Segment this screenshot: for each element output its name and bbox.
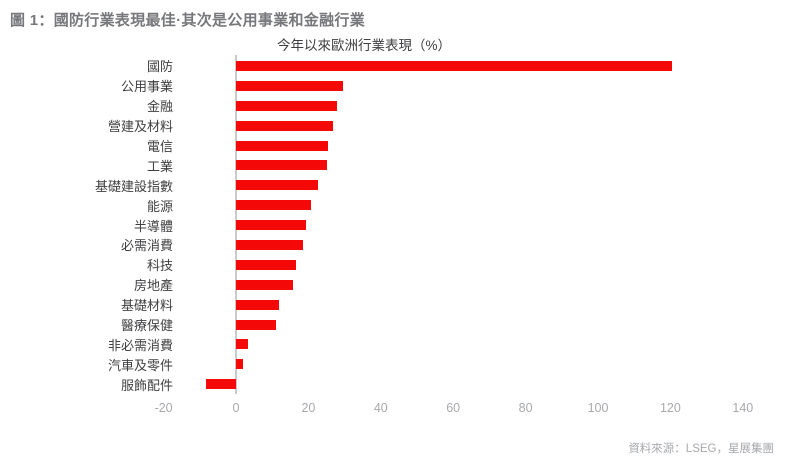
x-tick-label: 60: [446, 401, 461, 416]
category-label: 科技: [146, 258, 173, 274]
x-tick-label: 140: [732, 401, 754, 416]
bar-track: [173, 295, 778, 315]
bar: [236, 100, 337, 111]
bar-track: [173, 76, 778, 96]
bar-track: [173, 215, 778, 235]
category-label: 營建及材料: [107, 119, 173, 135]
chart-title: 今年以來歐洲行業表現（%）: [276, 38, 451, 53]
category-label: 汽車及零件: [107, 357, 173, 373]
chart-row: 基礎建設指數: [10, 175, 778, 195]
chart-row: 基礎材料: [10, 295, 778, 315]
bar-chart: 今年以來歐洲行業表現（%） 國防公用事業金融營建及材料電信工業基礎建設指數能源半…: [10, 37, 778, 417]
chart-row: 能源: [10, 195, 778, 215]
bar-track: [173, 96, 778, 116]
figure-title: 圖 1：國防行業表現最佳·其次是公用事業和金融行業: [10, 12, 366, 29]
bar-track: [173, 315, 778, 335]
category-label: 醫療保健: [120, 318, 173, 334]
bar: [236, 180, 318, 191]
bar-track: [173, 255, 778, 275]
bar: [236, 259, 297, 270]
bar: [236, 200, 311, 211]
chart-row: 科技: [10, 255, 778, 275]
chart-row: 汽車及零件: [10, 354, 778, 374]
x-axis: -20 0 20 40 60 80 100 120 140: [155, 401, 778, 417]
chart-row: 房地產: [10, 275, 778, 295]
x-tick-label: 100: [587, 401, 609, 416]
bar-track: [173, 235, 778, 255]
bar-track: [173, 175, 778, 195]
source-note: 資料來源：LSEG，星展集團: [628, 443, 774, 455]
chart-row: 醫療保健: [10, 315, 778, 335]
bar-track: [173, 116, 778, 136]
bar: [236, 279, 294, 290]
category-label: 工業: [146, 158, 173, 174]
x-tick-label: 20: [301, 401, 316, 416]
bar: [236, 239, 304, 250]
plot-area: 國防公用事業金融營建及材料電信工業基礎建設指數能源半導體必需消費科技房地產基礎材…: [10, 55, 778, 395]
x-tick-label: -20: [154, 401, 173, 416]
bar-track: [173, 354, 778, 374]
bar: [236, 339, 249, 350]
x-tick-label: 0: [232, 401, 240, 416]
bar: [236, 60, 673, 71]
bar-track: [173, 195, 778, 215]
chart-row: 營建及材料: [10, 116, 778, 136]
bar: [236, 160, 327, 171]
category-label: 半導體: [133, 218, 173, 234]
category-label: 國防: [146, 59, 173, 75]
category-label: 必需消費: [120, 238, 173, 254]
category-label: 非必需消費: [107, 337, 173, 353]
bar-track: [173, 334, 778, 354]
x-tick-label: 40: [373, 401, 388, 416]
x-tick-label: 120: [659, 401, 681, 416]
category-label: 基礎建設指數: [94, 178, 173, 194]
x-tick-label: 80: [518, 401, 533, 416]
category-label: 房地產: [133, 278, 173, 294]
bar: [236, 120, 334, 131]
bar: [206, 379, 236, 390]
bar: [236, 319, 276, 330]
chart-row: 非必需消費: [10, 334, 778, 354]
category-label: 能源: [146, 198, 173, 214]
category-label: 基礎材料: [120, 298, 173, 314]
bar: [236, 140, 329, 151]
bar: [236, 299, 280, 310]
category-label: 服飾配件: [120, 377, 173, 393]
bar: [236, 80, 344, 91]
chart-row: 電信: [10, 136, 778, 156]
category-label: 電信: [146, 139, 173, 154]
bar-track: [173, 275, 778, 295]
bar-track: [173, 136, 778, 156]
bar-track: [173, 155, 778, 175]
bar: [236, 220, 306, 231]
chart-row: 金融: [10, 96, 778, 116]
chart-row: 公用事業: [10, 76, 778, 96]
chart-row: 工業: [10, 155, 778, 175]
bar-track: [173, 374, 778, 394]
bar-track: [173, 56, 778, 76]
chart-row: 必需消費: [10, 235, 778, 255]
category-label: 金融: [146, 99, 173, 115]
category-label: 公用事業: [120, 79, 173, 95]
chart-row: 半導體: [10, 215, 778, 235]
chart-row: 國防: [10, 56, 778, 76]
bar: [236, 359, 244, 370]
chart-row: 服飾配件: [10, 374, 778, 394]
